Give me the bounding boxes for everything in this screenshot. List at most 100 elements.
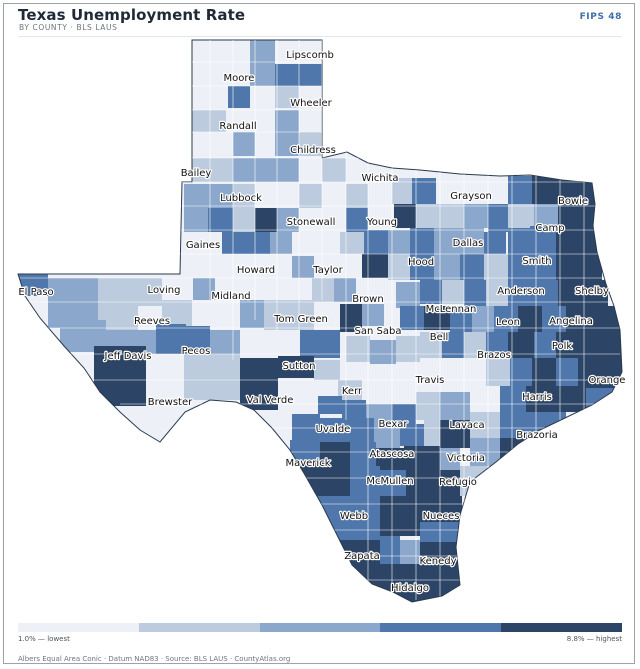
county-cell[interactable]	[342, 400, 366, 418]
county-cell[interactable]	[388, 254, 410, 280]
county-cell[interactable]	[228, 86, 250, 108]
county-cell[interactable]	[440, 392, 470, 420]
county-cell[interactable]	[530, 226, 556, 254]
county-cell[interactable]	[277, 158, 299, 182]
county-cell[interactable]	[362, 304, 384, 326]
county-cell[interactable]	[534, 332, 556, 358]
county-cell[interactable]	[162, 300, 192, 326]
county-cell[interactable]	[228, 40, 250, 64]
county-cell[interactable]	[488, 204, 508, 232]
county-cell[interactable]	[233, 158, 255, 182]
county-cell[interactable]	[440, 420, 470, 448]
county-cell[interactable]	[472, 306, 494, 332]
county-cell[interactable]	[184, 184, 208, 208]
county-cell[interactable]	[186, 326, 210, 354]
county-cell[interactable]	[250, 40, 275, 62]
county-cell[interactable]	[346, 208, 368, 232]
county-cell[interactable]	[193, 278, 215, 300]
county-cell[interactable]	[314, 360, 340, 380]
county-cell[interactable]	[558, 204, 598, 230]
county-cell[interactable]	[299, 184, 322, 208]
county-cell[interactable]	[396, 282, 420, 308]
county-cell[interactable]	[486, 280, 508, 306]
county-cell[interactable]	[534, 204, 558, 226]
county-cell[interactable]	[508, 228, 530, 254]
county-cell[interactable]	[275, 86, 299, 108]
county-cell[interactable]	[578, 358, 622, 388]
county-cell[interactable]	[394, 204, 416, 228]
county-cell[interactable]	[556, 230, 598, 254]
county-cell[interactable]	[500, 412, 530, 438]
county-cell[interactable]	[292, 414, 320, 440]
county-cell[interactable]	[208, 184, 233, 208]
county-cell[interactable]	[486, 332, 508, 358]
county-cell[interactable]	[48, 278, 98, 328]
county-cell[interactable]	[404, 446, 440, 470]
county-cell[interactable]	[484, 232, 506, 254]
county-cell[interactable]	[442, 332, 464, 358]
county-cell[interactable]	[534, 280, 558, 306]
county-cell[interactable]	[510, 358, 532, 386]
county-cell[interactable]	[556, 386, 586, 412]
county-cell[interactable]	[486, 358, 510, 386]
county-cell[interactable]	[450, 306, 472, 332]
county-cell[interactable]	[406, 470, 432, 496]
county-cell[interactable]	[138, 278, 162, 306]
county-cell[interactable]	[532, 358, 556, 386]
county-cell[interactable]	[318, 396, 342, 414]
county-cell[interactable]	[508, 332, 534, 358]
county-cell[interactable]	[556, 358, 578, 386]
county-cell[interactable]	[388, 230, 410, 254]
county-cell[interactable]	[518, 306, 542, 332]
county-cell[interactable]	[338, 380, 362, 400]
county-cell[interactable]	[556, 254, 602, 280]
county-cell[interactable]	[532, 175, 558, 204]
county-cell[interactable]	[460, 254, 484, 280]
county-cell[interactable]	[346, 336, 370, 362]
county-cell[interactable]	[380, 470, 406, 496]
county-cell[interactable]	[432, 496, 462, 522]
county-cell[interactable]	[434, 228, 460, 254]
county-cell[interactable]	[255, 158, 277, 182]
county-cell[interactable]	[410, 254, 434, 280]
county-cell[interactable]	[578, 332, 622, 358]
county-cell[interactable]	[246, 232, 270, 254]
county-cell[interactable]	[290, 300, 314, 330]
county-cell[interactable]	[350, 418, 374, 442]
county-cell[interactable]	[432, 470, 460, 496]
county-cell[interactable]	[275, 64, 299, 86]
county-cell[interactable]	[334, 278, 356, 302]
county-cell[interactable]	[322, 158, 346, 182]
county-cell[interactable]	[556, 332, 578, 358]
county-cell[interactable]	[277, 208, 299, 232]
county-cell[interactable]	[320, 442, 350, 466]
county-cell[interactable]	[184, 208, 208, 232]
county-cell[interactable]	[292, 256, 314, 278]
county-cell[interactable]	[320, 418, 350, 442]
county-cell[interactable]	[400, 424, 424, 446]
county-cell[interactable]	[156, 324, 186, 354]
county-cell[interactable]	[440, 448, 460, 470]
county-cell[interactable]	[424, 306, 450, 330]
county-cell[interactable]	[380, 536, 400, 564]
county-cell[interactable]	[392, 178, 412, 204]
county-cell[interactable]	[270, 232, 292, 254]
county-cell[interactable]	[362, 254, 388, 278]
county-cell[interactable]	[438, 204, 464, 228]
county-cell[interactable]	[410, 228, 434, 254]
county-cell[interactable]	[233, 132, 255, 156]
county-cell[interactable]	[240, 358, 278, 410]
county-cell[interactable]	[346, 184, 368, 208]
county-cell[interactable]	[464, 280, 486, 306]
county-cell[interactable]	[542, 306, 566, 332]
county-cell[interactable]	[416, 392, 440, 420]
county-cell[interactable]	[233, 184, 255, 208]
county-cell[interactable]	[350, 466, 380, 496]
county-cell[interactable]	[400, 306, 424, 330]
county-cell[interactable]	[464, 204, 488, 228]
county-cell[interactable]	[470, 412, 500, 438]
county-cell[interactable]	[464, 332, 486, 358]
county-cell[interactable]	[299, 64, 322, 86]
county-cell[interactable]	[526, 386, 556, 412]
county-cell[interactable]	[508, 280, 534, 306]
